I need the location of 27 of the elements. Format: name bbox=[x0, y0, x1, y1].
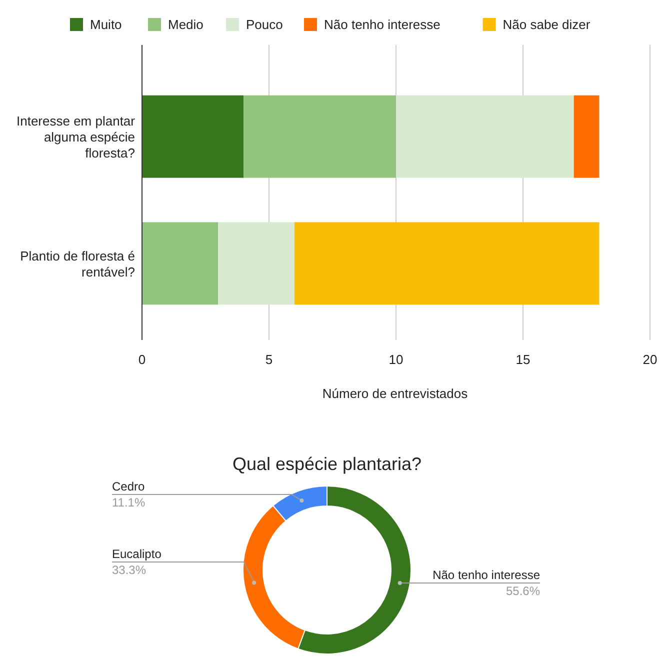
legend-label: Medio bbox=[168, 17, 204, 32]
y-tick-label: Plantio de floresta é rentável? bbox=[20, 248, 135, 280]
x-tick-label: 15 bbox=[516, 352, 530, 367]
x-tick-label: 5 bbox=[265, 352, 273, 367]
legend-label: Pouco bbox=[246, 17, 283, 32]
x-tick-label: 0 bbox=[138, 352, 146, 367]
bar bbox=[142, 95, 244, 178]
bar bbox=[244, 95, 396, 178]
legend-label: Não tenho interesse bbox=[324, 17, 440, 32]
data-label: 33.3% bbox=[112, 563, 146, 577]
bar bbox=[396, 95, 574, 178]
legend-label: Não sabe dizer bbox=[502, 17, 591, 32]
bar bbox=[294, 222, 600, 305]
y-tick-label: Interesse em plantar alguma espécie floresta? bbox=[16, 114, 136, 161]
bar bbox=[218, 222, 294, 305]
legend-label: Muito bbox=[90, 17, 122, 32]
slice-label: Não tenho interesse bbox=[432, 568, 540, 582]
bar bbox=[574, 95, 600, 178]
slice-label: Cedro bbox=[112, 479, 146, 494]
slice-label: Eucalipto bbox=[112, 547, 162, 561]
data-label: 11.1% bbox=[112, 495, 146, 510]
chart-title: Qual espécie plantaria? bbox=[232, 454, 422, 474]
bar bbox=[142, 222, 218, 305]
x-tick-label: 10 bbox=[388, 352, 404, 367]
data-label: 55.6% bbox=[506, 584, 540, 598]
x-tick-label: 20 bbox=[642, 352, 658, 367]
x-axis-title: Número de entrevistados bbox=[322, 386, 468, 401]
